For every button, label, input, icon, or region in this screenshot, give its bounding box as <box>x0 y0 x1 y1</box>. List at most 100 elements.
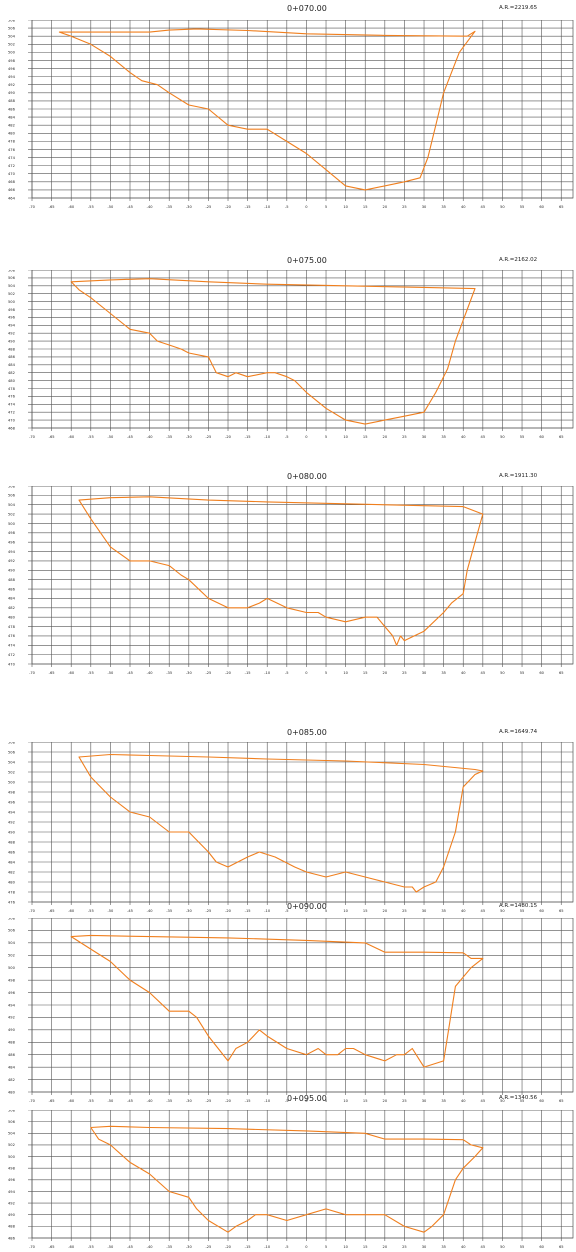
section-profile-line <box>78 496 484 646</box>
y-tick-label: 504 <box>8 284 16 288</box>
section-profile-line <box>70 278 476 425</box>
x-tick-label: 40 <box>461 1245 466 1249</box>
x-tick-label: -20 <box>225 1099 232 1103</box>
x-tick-label: -10 <box>264 1099 271 1103</box>
y-tick-label: 464 <box>8 196 16 200</box>
x-tick-label: 60 <box>539 1245 544 1249</box>
y-tick-label: 498 <box>8 531 16 535</box>
x-tick-label: 40 <box>461 671 466 675</box>
x-tick-label: -45 <box>127 1245 133 1249</box>
y-tick-label: 500 <box>8 522 16 526</box>
x-tick-label: -35 <box>166 205 172 209</box>
x-tick-label: -45 <box>127 205 133 209</box>
y-tick-label: 500 <box>8 1155 16 1159</box>
x-tick-label: -45 <box>127 435 133 439</box>
x-tick-label: -65 <box>49 1245 55 1249</box>
x-tick-label: 65 <box>559 205 564 209</box>
x-tick-label: 25 <box>402 671 407 675</box>
x-tick-label: -55 <box>88 1099 94 1103</box>
x-tick-label: -35 <box>166 435 172 439</box>
y-tick-label: 486 <box>8 1236 16 1240</box>
y-tick-label: 508 <box>8 270 16 272</box>
x-tick-label: 20 <box>383 205 388 209</box>
y-tick-label: 498 <box>8 59 16 63</box>
x-tick-label: 55 <box>520 1099 525 1103</box>
y-tick-label: 504 <box>8 760 16 764</box>
x-tick-label: 30 <box>422 435 427 439</box>
y-tick-label: 508 <box>8 1110 16 1112</box>
y-tick-label: 494 <box>8 324 16 328</box>
x-tick-label: -25 <box>205 909 211 913</box>
x-tick-label: -55 <box>88 205 94 209</box>
y-tick-label: 496 <box>8 800 16 804</box>
x-tick-label: 0 <box>305 205 308 209</box>
x-tick-label: 45 <box>481 1245 486 1249</box>
plot-frame <box>31 1110 574 1239</box>
y-tick-label: 484 <box>8 363 16 367</box>
x-tick-label: -20 <box>225 435 232 439</box>
x-tick-label: 55 <box>520 205 525 209</box>
plot-frame <box>31 918 574 1093</box>
y-tick-label: 486 <box>8 107 16 111</box>
y-tick-label: 498 <box>8 978 16 982</box>
area-label: A.R.=1911.30 <box>499 473 538 479</box>
y-tick-label: 482 <box>8 870 15 874</box>
x-tick-label: 15 <box>363 671 368 675</box>
x-tick-label: -25 <box>205 1245 211 1249</box>
x-tick-label: 15 <box>363 435 368 439</box>
x-tick-label: -25 <box>205 435 211 439</box>
x-tick-label: 15 <box>363 1245 368 1249</box>
y-tick-label: 478 <box>8 140 16 144</box>
y-tick-label: 474 <box>8 403 16 407</box>
x-tick-label: 5 <box>325 1099 327 1103</box>
x-tick-label: 50 <box>500 1245 505 1249</box>
x-tick-label: 50 <box>500 435 505 439</box>
x-tick-label: 55 <box>520 671 525 675</box>
y-tick-label: 492 <box>8 83 15 87</box>
x-tick-label: -50 <box>107 909 114 913</box>
x-tick-label: -50 <box>107 671 114 675</box>
plot-frame <box>31 486 574 665</box>
x-tick-label: -20 <box>225 1245 232 1249</box>
y-tick-label: 480 <box>8 880 16 884</box>
y-tick-label: 470 <box>8 418 16 422</box>
y-tick-label: 508 <box>8 918 16 920</box>
y-tick-label: 488 <box>8 578 16 582</box>
section-profile-line <box>58 28 476 191</box>
plot-frame <box>31 270 574 429</box>
y-tick-label: 508 <box>8 486 16 488</box>
x-tick-label: -30 <box>186 909 193 913</box>
x-tick-label: 35 <box>441 435 446 439</box>
x-tick-label: 30 <box>422 205 427 209</box>
x-tick-label: -40 <box>147 1099 154 1103</box>
y-tick-label: 486 <box>8 1053 16 1057</box>
x-tick-label: 25 <box>402 909 407 913</box>
x-tick-label: 5 <box>325 205 327 209</box>
x-tick-label: 5 <box>325 909 327 913</box>
x-tick-label: -10 <box>264 909 271 913</box>
y-tick-label: 496 <box>8 541 16 545</box>
x-tick-label: 5 <box>325 1245 327 1249</box>
x-tick-label: -10 <box>264 1245 271 1249</box>
x-tick-label: -40 <box>147 1245 154 1249</box>
y-tick-label: 480 <box>8 379 16 383</box>
x-tick-label: -35 <box>166 1099 172 1103</box>
x-tick-label: -5 <box>285 909 289 913</box>
x-tick-label: 35 <box>441 205 446 209</box>
y-tick-label: 492 <box>8 1201 15 1205</box>
x-tick-label: 5 <box>325 435 327 439</box>
y-tick-label: 488 <box>8 1225 16 1229</box>
x-tick-label: -45 <box>127 909 133 913</box>
x-tick-label: -70 <box>29 1099 36 1103</box>
x-tick-label: 25 <box>402 205 407 209</box>
y-tick-label: 494 <box>8 75 16 79</box>
y-tick-label: 498 <box>8 1166 16 1170</box>
x-tick-label: -65 <box>49 909 55 913</box>
y-tick-label: 490 <box>8 830 16 834</box>
y-tick-label: 502 <box>8 770 15 774</box>
y-tick-label: 492 <box>8 332 15 336</box>
y-tick-label: 492 <box>8 820 15 824</box>
x-tick-label: -60 <box>68 909 75 913</box>
y-tick-label: 496 <box>8 991 16 995</box>
